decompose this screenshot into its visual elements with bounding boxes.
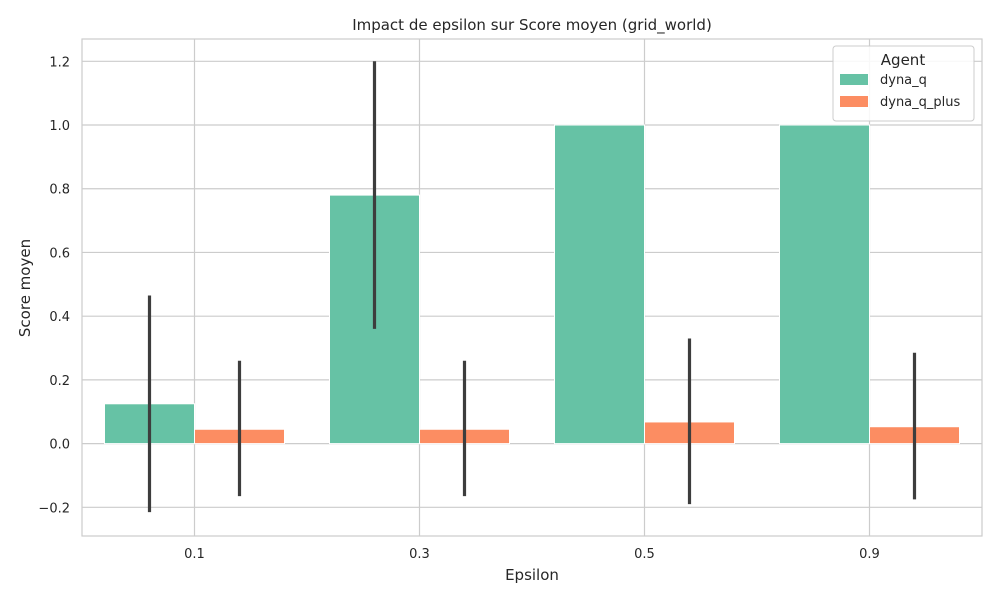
- y-tick-label: 0.2: [49, 374, 70, 389]
- y-tick-labels: −0.2 0.0 0.2 0.4 0.6 0.8 1.0 1.2: [38, 55, 70, 516]
- bar-dyna_q-0.9: [779, 124, 870, 445]
- chart-title: Impact de epsilon sur Score moyen (grid_…: [352, 16, 712, 35]
- legend: Agent dyna_q dyna_q_plus: [832, 45, 975, 122]
- legend-swatch-dyna_q_plus: [840, 96, 868, 107]
- y-tick-label: 0.6: [49, 246, 70, 261]
- legend-box: [832, 45, 975, 122]
- y-tick-label: 1.2: [49, 55, 70, 70]
- bar-dyna_q-0.5: [554, 124, 645, 445]
- y-tick-label: 1.0: [49, 119, 70, 134]
- y-axis-title: Score moyen: [16, 239, 34, 337]
- x-tick-label: 0.1: [184, 547, 205, 562]
- x-tick-label: 0.9: [859, 547, 880, 562]
- legend-label-dyna_q_plus: dyna_q_plus: [880, 95, 961, 110]
- error-bars: [147, 61, 917, 513]
- y-tick-label: 0.4: [49, 310, 70, 325]
- x-tick-labels: 0.1 0.3 0.5 0.9: [184, 547, 880, 562]
- x-tick-label: 0.5: [634, 547, 655, 562]
- y-tick-label: −0.2: [38, 501, 70, 516]
- legend-title: Agent: [881, 51, 926, 69]
- x-axis-title: Epsilon: [505, 566, 559, 584]
- legend-label-dyna_q: dyna_q: [880, 73, 927, 88]
- y-tick-label: 0.0: [49, 438, 70, 453]
- legend-swatch-dyna_q: [840, 74, 868, 85]
- x-tick-label: 0.3: [409, 547, 430, 562]
- y-tick-label: 0.8: [49, 183, 70, 198]
